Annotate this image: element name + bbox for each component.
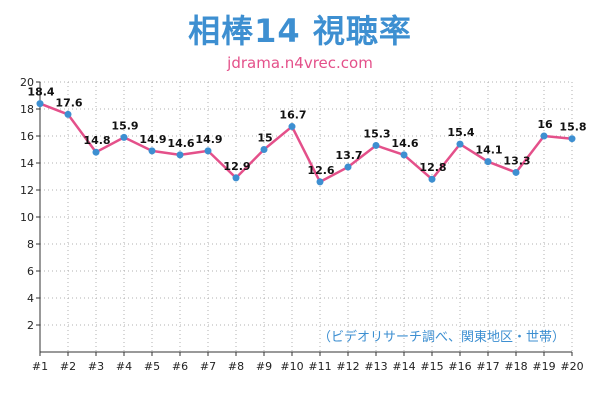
x-tick-label: #4 [116,360,132,373]
data-label: 15.9 [111,119,138,132]
data-point [64,110,72,118]
data-point [176,151,184,159]
x-tick-label: #11 [308,360,331,373]
x-tick-label: #15 [420,360,443,373]
y-tick-label: 12 [20,184,34,197]
x-tick-label: #20 [560,360,583,373]
x-tick-label: #17 [476,360,499,373]
data-label: 15.4 [447,126,474,139]
data-point [316,178,324,186]
data-label: 13.7 [335,149,362,162]
x-tick-label: #2 [60,360,76,373]
data-label: 12.6 [307,164,334,177]
data-label: 12.8 [419,161,446,174]
data-label: 14.6 [167,137,194,150]
x-tick-label: #1 [32,360,48,373]
source-note: （ビデオリサーチ調べ、関東地区・世帯） [318,330,566,345]
y-tick-label: 2 [27,319,34,332]
series-line [38,102,574,184]
data-point [288,123,296,131]
data-label: 16.7 [279,109,306,122]
data-label: 14.1 [475,144,502,157]
x-tick-label: #9 [256,360,272,373]
x-tick-label: #12 [336,360,359,373]
data-point [456,140,464,148]
data-point [372,141,380,149]
x-tick-label: #3 [88,360,104,373]
data-label: 17.6 [55,96,82,109]
data-point [400,151,408,159]
data-point [344,163,352,171]
x-tick-label: #5 [144,360,160,373]
data-point [204,147,212,155]
data-point [148,147,156,155]
data-label: 18.4 [27,86,54,99]
y-tick-label: 14 [20,157,34,170]
data-point [120,133,128,141]
y-tick-label: 8 [27,238,34,251]
data-point [36,100,44,108]
y-tick-label: 16 [20,130,34,143]
x-tick-label: #14 [392,360,415,373]
y-tick-label: 20 [20,76,34,89]
chart-subtitle: jdrama.n4vrec.com [227,54,373,72]
data-point [484,158,492,166]
y-tick-label: 18 [20,103,34,116]
data-label: 14.9 [195,133,222,146]
data-point [512,168,520,176]
data-label: 14.8 [83,134,110,147]
data-point [260,146,268,153]
data-label: 15.3 [363,127,390,140]
x-tick-label: #7 [200,360,216,373]
data-point [540,132,548,140]
chart-title: 相棒14 視聴率 [188,12,412,50]
data-label: 13.3 [503,154,530,167]
data-label: 15.8 [559,121,586,134]
data-label: 12.9 [223,160,250,173]
x-tick-label: #19 [532,360,555,373]
data-point [428,175,436,183]
x-tick-label: #6 [172,360,188,373]
data-point [568,135,576,143]
x-tick-label: #8 [228,360,244,373]
y-tick-label: 4 [27,292,34,305]
y-tick-label: 6 [27,265,34,278]
data-point [232,174,240,182]
x-tick-label: #10 [280,360,303,373]
x-tick-label: #16 [448,360,471,373]
data-label: 16 [537,118,553,131]
data-label: 14.9 [139,133,166,146]
data-label: 14.6 [391,137,418,150]
x-tick-label: #13 [364,360,387,373]
x-tick-label: #18 [504,360,527,373]
data-label: 15 [257,132,272,145]
data-point [92,148,100,156]
y-tick-label: 10 [20,211,34,224]
